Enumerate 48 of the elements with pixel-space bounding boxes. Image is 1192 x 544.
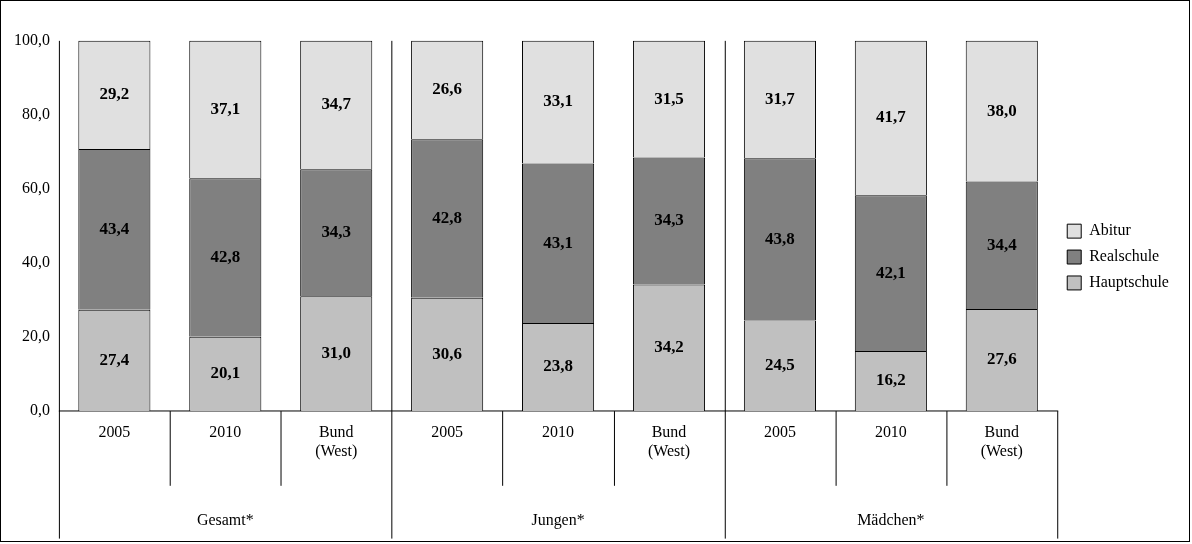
text: Mädchen* bbox=[857, 510, 925, 528]
y-tick-label: 40,0 bbox=[22, 253, 50, 271]
data-label: 20,1 bbox=[210, 363, 241, 383]
data-label: 43,4 bbox=[99, 218, 130, 238]
data-label: 27,6 bbox=[986, 349, 1017, 369]
legend-label: Realschule bbox=[1089, 247, 1160, 265]
data-label: 42,1 bbox=[876, 262, 906, 282]
x-tick-label: 2010 bbox=[542, 422, 575, 440]
data-label: 34,2 bbox=[654, 337, 684, 357]
x-tick-label: 2005 bbox=[431, 422, 464, 440]
data-label: 33,1 bbox=[543, 91, 573, 111]
data-label: 42,8 bbox=[432, 207, 462, 227]
data-label: 42,8 bbox=[210, 246, 241, 266]
legend-label: Abitur bbox=[1089, 221, 1132, 239]
x-tick-label: 2010 bbox=[874, 422, 907, 440]
y-tick-label: 0,0 bbox=[29, 401, 50, 419]
data-label: 16,2 bbox=[876, 370, 906, 390]
data-label: 34,3 bbox=[654, 210, 684, 230]
data-label: 34,4 bbox=[986, 234, 1018, 254]
data-label: 31,5 bbox=[654, 88, 684, 108]
data-label: 43,1 bbox=[543, 232, 573, 252]
data-label: 24,5 bbox=[765, 355, 795, 375]
x-tick-label: 2005 bbox=[763, 422, 796, 440]
data-label: 41,7 bbox=[876, 107, 907, 127]
x-tick-label: Bund (West) bbox=[980, 422, 1023, 460]
x-tick-label: Bund (West) bbox=[647, 422, 691, 460]
data-label: 31,7 bbox=[765, 88, 796, 108]
data-label: 37,1 bbox=[210, 98, 241, 118]
data-label: 30,6 bbox=[432, 343, 462, 363]
text: Gesamt* bbox=[196, 510, 254, 528]
text: Jungen* bbox=[531, 510, 585, 529]
y-tick-label: 20,0 bbox=[22, 327, 50, 345]
data-label: 43,8 bbox=[765, 228, 795, 248]
data-label: 26,6 bbox=[432, 79, 462, 99]
y-tick-label: 80,0 bbox=[22, 105, 50, 123]
x-tick-label: Bund (West) bbox=[315, 422, 358, 460]
data-label: 29,2 bbox=[99, 84, 130, 104]
y-tick-label: 60,0 bbox=[22, 179, 50, 197]
data-label: 27,4 bbox=[99, 349, 130, 369]
data-label: 34,7 bbox=[321, 94, 352, 114]
data-label: 23,8 bbox=[543, 356, 573, 376]
data-label: 31,0 bbox=[321, 343, 352, 363]
data-label: 34,3 bbox=[321, 222, 352, 242]
y-tick-label: 100,0 bbox=[14, 31, 50, 49]
x-tick-label: 2005 bbox=[98, 422, 131, 440]
legend-label: Hauptschule bbox=[1089, 273, 1169, 292]
x-tick-label: 2010 bbox=[209, 422, 242, 440]
data-label: 38,0 bbox=[986, 100, 1017, 120]
